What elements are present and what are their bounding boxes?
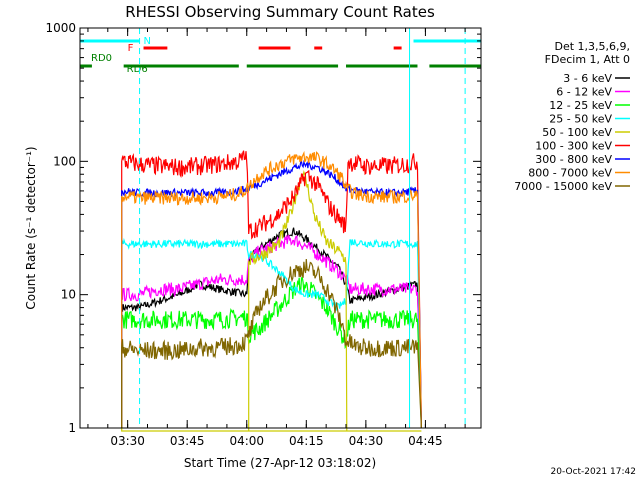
x-axis: 03:30 03:45 04:00 04:15 04:30 04:45 [87,28,466,448]
legend-label-25-50-kev: 25 - 50 keV [549,113,612,126]
legend-label-300-800-kev: 300 - 800 keV [535,153,612,166]
y-tick-label: 100 [53,154,76,168]
x-tick-label: 03:30 [110,434,145,448]
flag-label-n: N [144,36,151,47]
legend-label-7000-15000-kev: 7000 - 15000 keV [514,180,612,193]
y-tick-label: 1000 [45,21,76,35]
x-axis-label: Start Time (27-Apr-12 03:18:02) [184,456,376,470]
legend-label-800-7000-kev: 800 - 7000 keV [528,167,612,180]
y-tick-label: 1 [68,421,76,435]
series-800-7000-kev [121,150,422,429]
legend-label-12-25-kev: 12 - 25 keV [549,99,612,112]
flags-layer: RD0 RD6 NF [80,36,481,75]
plot-frame [79,27,482,429]
legend-header-line-2: FDecim 1, Att 0 [545,53,630,66]
series-layer [121,150,422,432]
series-3-6-kev [121,227,422,429]
series-100-300-kev [121,150,422,429]
y-axis: 1 10 100 1000 [45,21,481,435]
flag-label-rd6: RD6 [127,64,148,75]
markers-layer [79,28,466,428]
series-25-50-kev [121,237,422,429]
legend-label-3-6-kev: 3 - 6 keV [563,72,612,85]
x-tick-label: 04:30 [349,434,384,448]
series-300-800-kev [121,159,422,429]
legend-label-100-300-kev: 100 - 300 keV [535,140,612,153]
timestamp: 20-Oct-2021 17:42 [551,467,636,477]
x-tick-label: 04:45 [408,434,443,448]
legend-label-50-100-kev: 50 - 100 keV [542,126,612,139]
x-tick-label: 04:15 [289,434,324,448]
x-tick-label: 04:00 [229,434,264,448]
x-tick-label: 03:45 [170,434,205,448]
legend: Det 1,3,5,6,9, FDecim 1, Att 0 3 - 6 keV… [514,40,630,193]
series-12-25-kev [121,276,422,429]
flag-label-f: F [128,43,134,54]
y-axis-label: Count Rate (s⁻¹ detector⁻¹) [24,146,38,309]
legend-label-6-12-kev: 6 - 12 keV [556,86,612,99]
series-50-100-kev [121,169,422,432]
legend-header-line-1: Det 1,3,5,6,9, [554,40,630,53]
chart-title: RHESSI Observing Summary Count Rates [125,3,435,21]
flag-label-rd0: RD0 [91,53,112,64]
series-6-12-kev [121,234,422,429]
series-7000-15000-kev [121,258,422,429]
y-tick-label: 10 [61,288,76,302]
